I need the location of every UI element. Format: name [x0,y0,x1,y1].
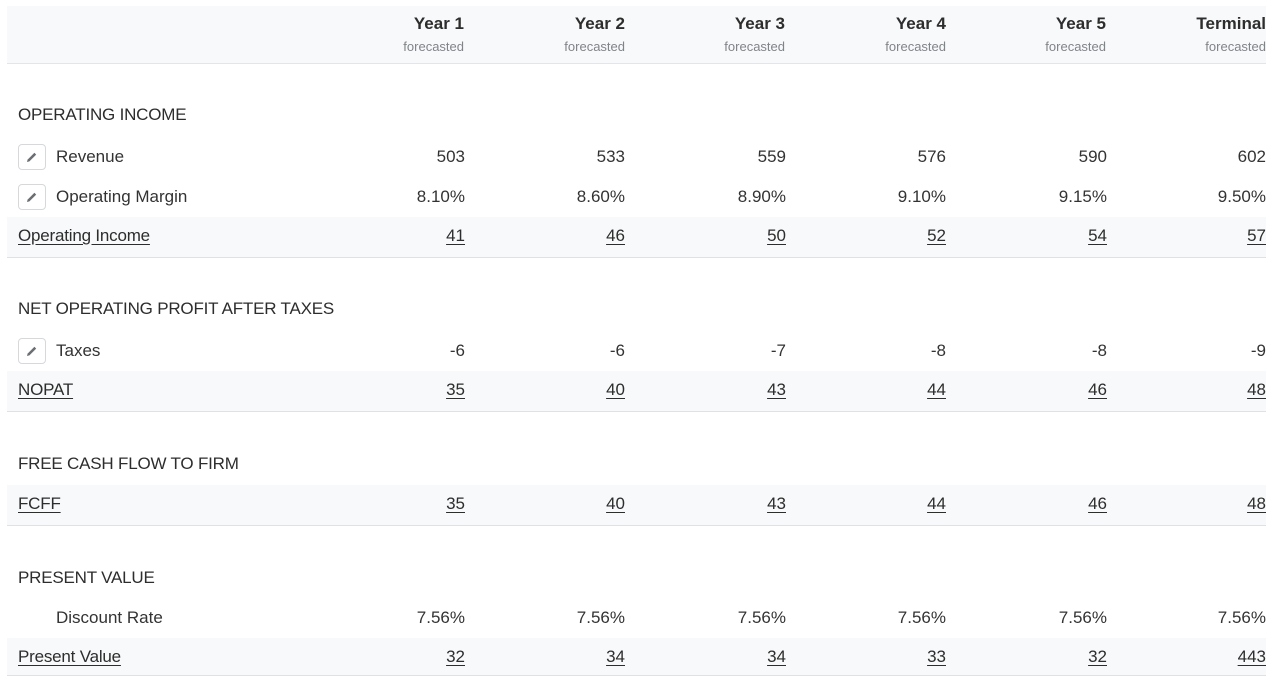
column-subtitle: forecasted [1045,39,1106,54]
cell-link[interactable]: 40 [606,380,625,399]
row-label: Discount Rate [56,608,163,627]
column-header-year-1: Year 1 forecasted [344,6,464,63]
column-header-year-2: Year 2 forecasted [505,6,625,63]
cell-value: 7.56% [1217,608,1266,627]
table-row-discount-rate: Discount Rate 7.56% 7.56% 7.56% 7.56% 7.… [7,598,1266,638]
row-label: Operating Margin [56,187,188,206]
cell-value: -8 [1091,341,1107,360]
column-subtitle: forecasted [564,39,625,54]
cell-link[interactable]: 34 [767,647,786,666]
cell-value: -7 [770,341,786,360]
column-title: Terminal [1196,14,1266,33]
cell-value: 7.56% [576,608,625,627]
cell-link[interactable]: 41 [446,226,465,245]
cell-link[interactable]: 443 [1237,647,1266,666]
table-row-operating-margin: Operating Margin 8.10% 8.60% 8.90% 9.10%… [7,177,1266,217]
column-subtitle: forecasted [403,39,464,54]
cell-link[interactable]: 52 [927,226,946,245]
table-row-revenue: Revenue 503 533 559 576 590 602 [7,137,1266,177]
column-subtitle: forecasted [885,39,946,54]
cell-value: -6 [609,341,625,360]
cell-link[interactable]: 40 [606,494,625,513]
cell-link[interactable]: 43 [767,380,786,399]
cell-link[interactable]: 46 [1088,380,1107,399]
edit-taxes-button[interactable] [18,338,46,364]
cell-value: 503 [436,147,465,166]
cell-value: 8.90% [737,187,786,206]
present-value-link[interactable]: Present Value [18,647,121,666]
column-subtitle: forecasted [1205,39,1266,54]
table-header: Year 1 forecasted Year 2 forecasted Year… [7,6,1266,64]
cell-link[interactable]: 33 [927,647,946,666]
cell-value: 8.60% [576,187,625,206]
pencil-icon [27,192,37,202]
cell-link[interactable]: 46 [1088,494,1107,513]
cell-value: -9 [1250,341,1266,360]
table-row-taxes: Taxes -6 -6 -7 -8 -8 -9 [7,331,1266,371]
cell-value: 7.56% [1058,608,1107,627]
cell-link[interactable]: 35 [446,494,465,513]
section-title-nopat: NET OPERATING PROFIT AFTER TAXES [18,299,335,318]
operating-income-link[interactable]: Operating Income [18,226,150,245]
column-title: Year 3 [734,14,785,33]
cell-value: 602 [1237,147,1266,166]
fcff-link[interactable]: FCFF [18,494,61,513]
pencil-icon [27,152,37,162]
section-title-operating-income: OPERATING INCOME [18,105,187,124]
cell-link[interactable]: 43 [767,494,786,513]
column-header-year-3: Year 3 forecasted [665,6,785,63]
cell-value: 9.10% [897,187,946,206]
column-subtitle: forecasted [724,39,785,54]
cell-link[interactable]: 32 [446,647,465,666]
cell-value: 576 [917,147,946,166]
cell-value: -6 [449,341,465,360]
cell-link[interactable]: 48 [1247,380,1266,399]
cell-value: -8 [930,341,946,360]
column-header-year-4: Year 4 forecasted [826,6,946,63]
table-row-fcff-total: FCFF 35 40 43 44 46 48 [7,485,1266,526]
cell-link[interactable]: 46 [606,226,625,245]
cell-link[interactable]: 34 [606,647,625,666]
cell-link[interactable]: 50 [767,226,786,245]
nopat-link[interactable]: NOPAT [18,380,74,399]
column-header-terminal: Terminal forecasted [1146,6,1266,63]
table-row-present-value-total: Present Value 32 34 34 33 32 443 [7,638,1266,676]
cell-value: 7.56% [897,608,946,627]
cell-value: 8.10% [416,187,465,206]
cell-value: 590 [1078,147,1107,166]
edit-revenue-button[interactable] [18,144,46,170]
row-label: Revenue [56,147,125,166]
section-title-present-value: PRESENT VALUE [18,568,155,587]
cell-value: 7.56% [737,608,786,627]
cell-link[interactable]: 32 [1088,647,1107,666]
column-title: Year 1 [413,14,464,33]
cell-link[interactable]: 35 [446,380,465,399]
column-header-year-5: Year 5 forecasted [986,6,1106,63]
cell-link[interactable]: 54 [1088,226,1107,245]
cell-value: 7.56% [416,608,465,627]
cell-link[interactable]: 44 [927,494,946,513]
table-row-nopat-total: NOPAT 35 40 43 44 46 48 [7,371,1266,412]
column-title: Year 2 [574,14,625,33]
table-row-operating-income-total: Operating Income 41 46 50 52 54 57 [7,217,1266,258]
cell-link[interactable]: 48 [1247,494,1266,513]
edit-operating-margin-button[interactable] [18,184,46,210]
column-title: Year 4 [895,14,946,33]
cell-value: 9.15% [1058,187,1107,206]
pencil-icon [27,346,37,356]
cell-value: 559 [757,147,786,166]
cell-link[interactable]: 57 [1247,226,1266,245]
cell-value: 533 [596,147,625,166]
section-title-fcff: FREE CASH FLOW TO FIRM [18,454,239,473]
dcf-table: Year 1 forecasted Year 2 forecasted Year… [7,6,1266,676]
cell-link[interactable]: 44 [927,380,946,399]
row-label: Taxes [56,341,101,360]
cell-value: 9.50% [1217,187,1266,206]
column-title: Year 5 [1055,14,1106,33]
